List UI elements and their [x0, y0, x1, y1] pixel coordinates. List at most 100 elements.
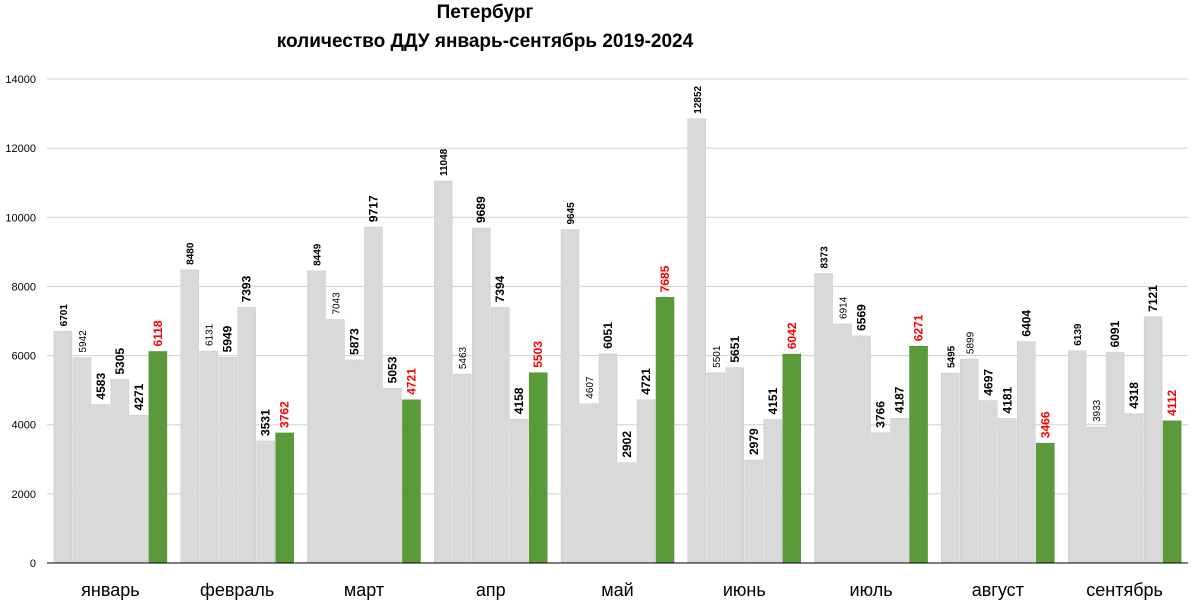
data-label: 4318	[1127, 382, 1141, 409]
data-label: 3766	[874, 401, 888, 428]
data-label: 4697	[981, 369, 995, 396]
bar	[452, 373, 472, 564]
data-label: 5873	[347, 328, 361, 355]
x-tick-label: март	[344, 580, 384, 600]
data-label: 7043	[331, 292, 342, 315]
bar	[383, 388, 402, 564]
chart-title: Петербург	[436, 2, 534, 23]
data-label: 6131	[205, 323, 216, 346]
data-label: 7121	[1146, 285, 1160, 312]
bar	[53, 331, 73, 564]
data-label: 2979	[747, 428, 761, 455]
data-label: 3762	[278, 401, 292, 428]
data-label: 5495	[946, 345, 957, 368]
bar	[433, 180, 453, 564]
data-label: 6091	[1108, 320, 1122, 347]
data-label: 5942	[78, 330, 89, 353]
data-label: 7394	[493, 275, 507, 302]
bar	[91, 404, 111, 564]
y-tick-label: 10000	[5, 212, 36, 224]
bar	[1086, 426, 1106, 564]
data-label: 4112	[1165, 389, 1179, 415]
data-label: 6701	[59, 304, 70, 327]
data-label: 8480	[186, 242, 197, 265]
y-tick-label: 2000	[12, 489, 36, 501]
x-tick-label: май	[601, 580, 633, 600]
data-label: 5501	[712, 345, 723, 368]
data-label: 3531	[259, 409, 273, 436]
bar	[345, 359, 364, 564]
x-tick-label: сентябрь	[1086, 580, 1163, 600]
x-tick-label: апр	[476, 580, 506, 600]
data-label: 7685	[658, 265, 672, 292]
data-label: 6051	[601, 322, 615, 349]
bar	[256, 440, 275, 564]
data-label: 12852	[693, 85, 704, 113]
data-label: 9645	[566, 202, 577, 225]
bar	[72, 357, 92, 564]
bar	[763, 419, 783, 564]
bar	[364, 226, 383, 564]
bar	[110, 379, 130, 564]
data-label: 6271	[912, 314, 926, 341]
bar	[960, 358, 979, 564]
bar	[471, 227, 491, 564]
data-label: 4151	[766, 387, 780, 414]
data-label: 9689	[474, 196, 488, 223]
data-label: 5949	[221, 325, 235, 352]
bar	[218, 357, 237, 564]
bar	[307, 270, 326, 564]
bar	[706, 372, 726, 564]
data-label: 5503	[531, 341, 545, 368]
bar	[598, 353, 618, 564]
y-tick-label: 12000	[5, 143, 36, 155]
bar	[1124, 413, 1144, 564]
bar	[237, 307, 256, 564]
bar	[579, 403, 599, 564]
bar	[871, 432, 890, 564]
data-label: 6569	[855, 304, 869, 331]
data-label: 3466	[1038, 411, 1052, 438]
data-label: 4607	[585, 376, 596, 399]
data-label: 5305	[113, 348, 127, 375]
data-label: 8373	[820, 246, 831, 269]
bar	[725, 367, 745, 564]
bar	[687, 118, 707, 564]
bar	[617, 462, 637, 564]
bar	[744, 459, 764, 564]
data-label: 7393	[240, 275, 254, 302]
data-label: 4181	[1000, 386, 1014, 413]
bar	[814, 273, 833, 564]
x-tick-label: август	[972, 580, 1024, 600]
x-tick-label: июль	[850, 580, 893, 600]
data-label: 5463	[458, 346, 469, 369]
data-label: 2902	[620, 431, 634, 458]
bar	[180, 269, 199, 564]
data-label: 6404	[1019, 310, 1033, 337]
bar	[1105, 352, 1125, 564]
bar	[528, 372, 548, 564]
bar	[326, 319, 345, 564]
bar	[941, 372, 960, 564]
x-tick-label: февраль	[200, 580, 274, 600]
x-tick-label: январь	[81, 580, 139, 600]
data-label: 11048	[439, 148, 450, 176]
data-label: 6914	[839, 296, 850, 319]
data-label: 3933	[1092, 399, 1103, 422]
y-tick-label: 8000	[12, 281, 36, 293]
data-label: 6042	[785, 322, 799, 349]
bar	[636, 399, 656, 564]
bar	[998, 418, 1017, 564]
y-tick-label: 6000	[12, 351, 36, 363]
data-label: 8449	[312, 243, 323, 266]
bar	[199, 350, 218, 564]
bar	[782, 353, 802, 564]
bar	[909, 345, 928, 564]
data-label: 5899	[965, 331, 976, 354]
data-label: 6139	[1073, 323, 1084, 346]
data-label: 5651	[728, 336, 742, 363]
bar	[833, 323, 852, 564]
data-label: 4158	[512, 387, 526, 414]
data-label: 9717	[366, 195, 380, 222]
bar	[655, 297, 675, 564]
